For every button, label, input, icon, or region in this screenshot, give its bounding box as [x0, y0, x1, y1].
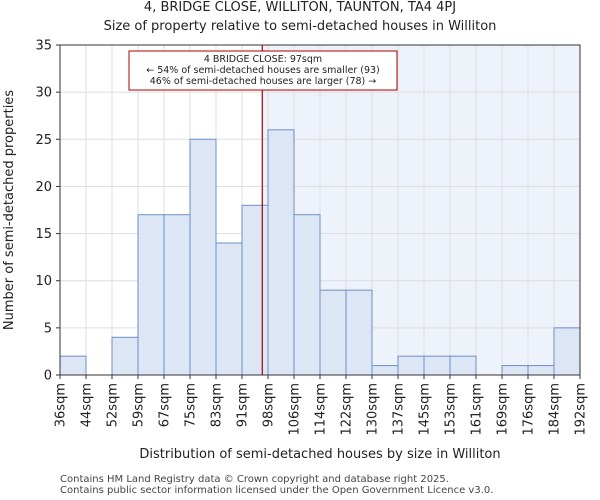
annotation-box: 4 BRIDGE CLOSE: 97sqm ← 54% of semi-deta… — [128, 50, 398, 91]
annotation-frame — [128, 50, 398, 91]
y-tick-label: 25 — [35, 133, 52, 148]
histogram-bar — [293, 214, 321, 376]
histogram-bar — [189, 138, 217, 376]
x-tick-label: 130sqm — [366, 383, 381, 436]
x-tick-label: 192sqm — [574, 383, 589, 436]
histogram-bar — [137, 214, 165, 376]
annotation-line-2: ← 54% of semi-detached houses are smalle… — [146, 65, 380, 76]
footer-copyright: Contains HM Land Registry data © Crown c… — [60, 474, 449, 485]
chart-subtitle: Size of property relative to semi-detach… — [103, 19, 497, 34]
x-tick-label: 44sqm — [80, 383, 95, 427]
histogram-bar — [527, 365, 555, 376]
x-tick-label: 98sqm — [262, 383, 277, 427]
y-tick-label: 5 — [44, 321, 52, 336]
histogram-bar — [423, 355, 451, 376]
x-axis-label: Distribution of semi-detached houses by … — [139, 447, 500, 462]
x-tick-label: 169sqm — [496, 383, 511, 436]
histogram-bar — [267, 129, 295, 376]
histogram-bar — [163, 214, 191, 376]
y-tick-label: 30 — [35, 86, 52, 101]
histogram-bar — [397, 355, 425, 376]
x-tick-label: 137sqm — [392, 383, 407, 436]
x-tick-label: 52sqm — [106, 383, 121, 427]
x-tick-label: 122sqm — [340, 383, 355, 436]
histogram-bar — [215, 242, 243, 376]
annotation-line-3: 46% of semi-detached houses are larger (… — [150, 76, 377, 87]
x-tick-label: 145sqm — [418, 383, 433, 436]
histogram-bar — [59, 355, 87, 376]
x-tick-label: 36sqm — [54, 383, 69, 427]
y-tick-label: 35 — [35, 39, 52, 54]
histogram-bar — [501, 365, 529, 376]
histogram-bar — [345, 289, 373, 376]
histogram-bar — [449, 355, 477, 376]
x-tick-label: 114sqm — [314, 383, 329, 436]
x-tick-label: 184sqm — [548, 383, 563, 436]
x-tick-label: 176sqm — [522, 383, 537, 436]
histogram-bar — [553, 327, 581, 376]
histogram-bar — [371, 365, 399, 376]
histogram-bar — [111, 336, 139, 376]
x-tick-label: 59sqm — [132, 383, 147, 427]
x-tick-label: 91sqm — [236, 383, 251, 427]
histogram-bar — [319, 289, 347, 376]
histogram-bar — [241, 204, 269, 376]
y-tick-label: 15 — [35, 227, 52, 242]
y-tick-label: 20 — [35, 180, 52, 195]
x-tick-label: 161sqm — [470, 383, 485, 436]
chart-title: 4, BRIDGE CLOSE, WILLITON, TAUNTON, TA4 … — [143, 0, 457, 15]
x-tick-label: 153sqm — [444, 383, 459, 436]
x-tick-label: 75sqm — [184, 383, 199, 427]
y-tick-label: 10 — [35, 274, 52, 289]
x-tick-label: 83sqm — [210, 383, 225, 427]
x-tick-label: 67sqm — [158, 383, 173, 427]
x-tick-label: 106sqm — [288, 383, 303, 436]
y-tick-label: 0 — [44, 369, 52, 384]
footer-licence: Contains public sector information licen… — [60, 485, 494, 496]
y-axis-label: Number of semi-detached properties — [2, 90, 17, 330]
annotation-line-1: 4 BRIDGE CLOSE: 97sqm — [204, 54, 322, 65]
